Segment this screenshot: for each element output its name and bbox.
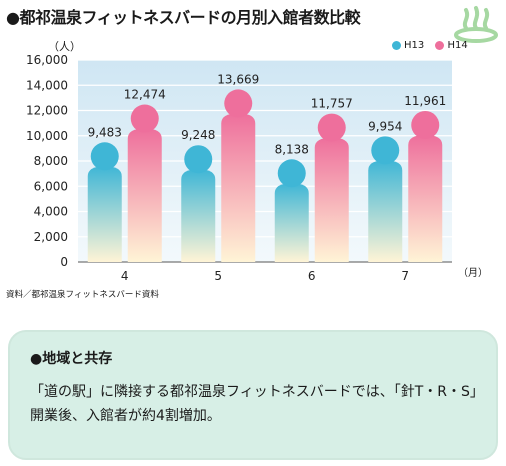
bar-head-h14-5 bbox=[224, 89, 253, 118]
data-label: 9,248 bbox=[181, 128, 215, 142]
data-label: 8,138 bbox=[275, 142, 309, 156]
callout-body: 「道の駅」に隣接する都祁温泉フィットネスバードでは、「針T・R・S」開業後、入館… bbox=[30, 384, 477, 424]
y-tick-label: 12,000 bbox=[26, 104, 68, 118]
bar-h13-4 bbox=[87, 166, 122, 262]
legend-label-h14: H14 bbox=[447, 40, 468, 51]
callout-box: ●地域と共存 「道の駅」に隣接する都祁温泉フィットネスバードでは、「針T・R・S… bbox=[8, 330, 498, 460]
y-tick-label: 14,000 bbox=[26, 78, 68, 92]
data-source: 資料／都祁温泉フィットネスバード資料 bbox=[6, 290, 159, 300]
bar-chart: 0 2,000 4,000 6,000 8,000 10,000 12,000 14,000 1… bbox=[26, 53, 488, 283]
hot-spring-icon bbox=[454, 6, 498, 43]
y-tick-label: 6,000 bbox=[34, 179, 68, 193]
y-tick-label: 8,000 bbox=[34, 154, 68, 168]
legend-label-h13: H13 bbox=[404, 40, 425, 51]
y-tick-label: 16,000 bbox=[26, 53, 68, 67]
bar-h13-5 bbox=[181, 169, 216, 262]
bar-head-h13-4 bbox=[90, 142, 119, 171]
legend-item-h13: H13 bbox=[392, 40, 424, 51]
y-unit-label: （人） bbox=[48, 40, 81, 53]
x-tick-label: 5 bbox=[214, 269, 222, 283]
bar-h14-5 bbox=[221, 113, 256, 262]
data-label: 11,961 bbox=[404, 94, 446, 108]
data-label: 13,669 bbox=[217, 72, 259, 86]
data-label: 9,954 bbox=[368, 119, 402, 133]
bar-h14-4 bbox=[127, 128, 162, 262]
bar-head-h13-5 bbox=[184, 145, 213, 174]
x-tick-label: 6 bbox=[308, 269, 316, 283]
y-tick-label: 0 bbox=[60, 255, 68, 269]
x-tick-label: 7 bbox=[401, 269, 409, 283]
data-label: 11,757 bbox=[311, 97, 353, 111]
legend-swatch-h13 bbox=[392, 41, 401, 50]
bar-head-h13-7 bbox=[371, 136, 400, 165]
legend-item-h14: H14 bbox=[435, 40, 468, 51]
bar-h14-7 bbox=[408, 134, 443, 262]
bar-head-h13-6 bbox=[277, 159, 306, 188]
bar-head-h14-6 bbox=[317, 113, 346, 142]
data-label: 12,474 bbox=[124, 88, 166, 102]
bar-head-h14-7 bbox=[411, 110, 440, 139]
bar-h13-7 bbox=[368, 160, 403, 262]
chart-legend: H13 H14 bbox=[392, 40, 476, 53]
x-tick-label: 4 bbox=[121, 269, 129, 283]
legend-swatch-h14 bbox=[435, 41, 445, 50]
bar-h14-6 bbox=[314, 137, 349, 262]
bar-head-h14-4 bbox=[130, 104, 159, 133]
y-tick-label: 4,000 bbox=[34, 205, 68, 219]
chart-title: ●都祁温泉フィットネスバードの月別入館者数比較 bbox=[6, 8, 361, 27]
data-label: 9,483 bbox=[88, 125, 122, 139]
x-unit-label: （月） bbox=[458, 267, 488, 279]
y-tick-label: 10,000 bbox=[26, 129, 68, 143]
y-tick-label: 2,000 bbox=[34, 230, 68, 244]
bar-h13-6 bbox=[274, 183, 309, 262]
callout-title: ●地域と共存 bbox=[30, 351, 113, 367]
